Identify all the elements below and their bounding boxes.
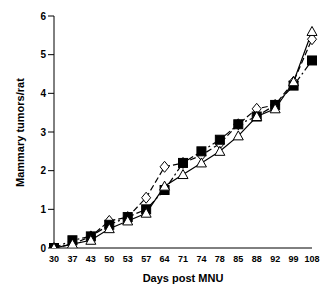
svg-text:50: 50 bbox=[104, 254, 114, 264]
svg-text:Mammary tumors/rat: Mammary tumors/rat bbox=[14, 78, 26, 187]
svg-text:6: 6 bbox=[40, 11, 46, 22]
svg-text:57: 57 bbox=[141, 254, 151, 264]
svg-text:99: 99 bbox=[289, 254, 299, 264]
svg-text:53: 53 bbox=[123, 254, 133, 264]
svg-text:3: 3 bbox=[40, 127, 46, 138]
svg-text:71: 71 bbox=[178, 254, 188, 264]
svg-text:0: 0 bbox=[40, 243, 46, 254]
svg-text:1: 1 bbox=[40, 204, 46, 215]
svg-text:Days post MNU: Days post MNU bbox=[143, 272, 224, 284]
svg-text:85: 85 bbox=[233, 254, 243, 264]
svg-text:108: 108 bbox=[304, 254, 319, 264]
svg-text:74: 74 bbox=[196, 254, 206, 264]
svg-text:4: 4 bbox=[40, 88, 46, 99]
svg-text:64: 64 bbox=[160, 254, 170, 264]
svg-text:30: 30 bbox=[49, 254, 59, 264]
svg-text:92: 92 bbox=[270, 254, 280, 264]
svg-text:43: 43 bbox=[86, 254, 96, 264]
svg-text:88: 88 bbox=[252, 254, 262, 264]
svg-text:2: 2 bbox=[40, 165, 46, 176]
svg-text:37: 37 bbox=[67, 254, 77, 264]
svg-text:78: 78 bbox=[215, 254, 225, 264]
svg-text:5: 5 bbox=[40, 49, 46, 60]
